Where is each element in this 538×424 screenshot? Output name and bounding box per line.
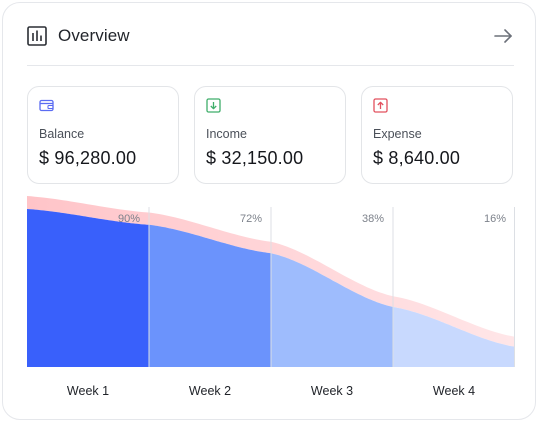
week-label: Week 4 [433,384,475,398]
expense-label: Expense [373,127,422,141]
bar-chart-icon [27,26,47,46]
percent-label: 72% [240,213,262,225]
week-label: Week 3 [311,384,353,398]
outline-band [27,196,515,347]
area-segment [271,253,393,367]
arrow-up-box-icon [373,98,388,113]
area-segment [393,307,515,367]
overview-card: Overview Balance $ 96,280.00 Income $ 32… [2,2,536,420]
income-card[interactable]: Income $ 32,150.00 [194,86,346,184]
week-label: Week 1 [67,384,109,398]
balance-card[interactable]: Balance $ 96,280.00 [27,86,179,184]
expense-card[interactable]: Expense $ 8,640.00 [361,86,513,184]
percent-label: 16% [484,213,506,225]
expense-value: $ 8,640.00 [373,148,461,168]
area-segment [27,209,149,367]
area-segment [149,224,271,367]
card-header: Overview [27,23,513,49]
percent-label: 90% [118,213,140,225]
wallet-icon [39,99,54,112]
funnel-chart-svg: 90% 72% 38% 16% Week 1 Week 2 Week 3 Week 4 [27,196,515,398]
card-title: Overview [58,26,130,45]
week-label: Week 2 [189,384,231,398]
header-divider [27,65,514,66]
income-value: $ 32,150.00 [206,148,304,168]
arrow-right-icon[interactable] [493,26,513,46]
arrow-down-box-icon [206,98,221,113]
percent-label: 38% [362,213,384,225]
funnel-chart: 90% 72% 38% 16% Week 1 Week 2 Week 3 Week 4 [27,196,515,407]
balance-label: Balance [39,127,85,141]
income-label: Income [206,127,247,141]
balance-value: $ 96,280.00 [39,148,137,168]
